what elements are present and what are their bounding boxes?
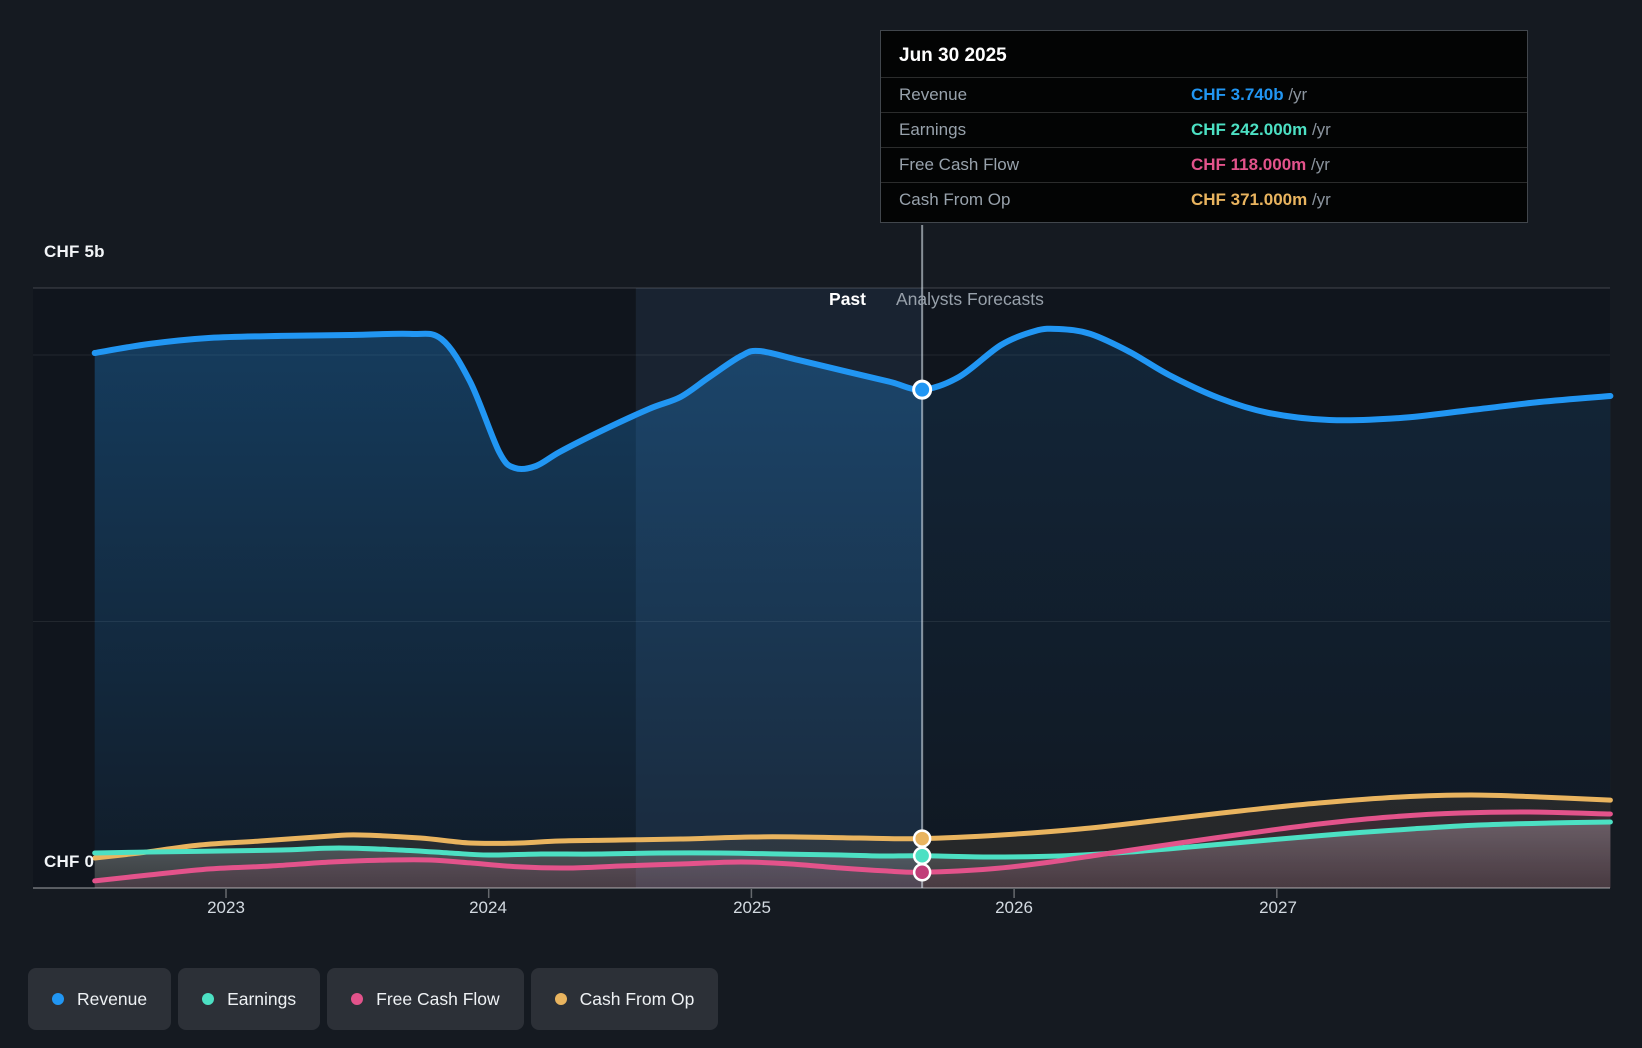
legend-toggle-cash-from-op[interactable]: Cash From Op xyxy=(530,968,719,1030)
legend: Revenue Earnings Free Cash Flow Cash Fro… xyxy=(28,968,719,1030)
tooltip-value: CHF 242.000m xyxy=(1191,120,1308,139)
legend-label: Earnings xyxy=(227,988,297,1009)
y-axis-top-label: CHF 5b xyxy=(44,242,105,261)
x-tick-2023: 2023 xyxy=(207,898,245,917)
tooltip-value: CHF 118.000m xyxy=(1191,155,1307,174)
x-tick-2025: 2025 xyxy=(733,898,771,917)
tooltip-value: CHF 371.000m xyxy=(1191,190,1308,209)
tooltip-unit: /yr xyxy=(1307,120,1331,139)
x-tick-2026: 2026 xyxy=(995,898,1033,917)
tooltip-label: Earnings xyxy=(899,120,967,139)
tooltip-date: Jun 30 2025 xyxy=(899,45,1007,66)
legend-toggle-earnings[interactable]: Earnings xyxy=(178,968,321,1030)
tooltip-value: CHF 3.740b xyxy=(1191,85,1284,104)
tooltip-unit: /yr xyxy=(1306,155,1330,174)
forecast-section-label: Analysts Forecasts xyxy=(896,289,1044,309)
tooltip-row-cash-from-op: Cash From Op CHF 371.000m /yr xyxy=(881,182,1527,217)
free-cash-flow-dot-icon xyxy=(351,993,364,1005)
earnings-dot-icon xyxy=(202,993,215,1005)
x-tick-2024: 2024 xyxy=(469,898,507,917)
tooltip-unit: /yr xyxy=(1307,190,1331,209)
x-tick-2027: 2027 xyxy=(1259,898,1297,917)
tooltip-unit: /yr xyxy=(1283,85,1308,104)
tooltip-row-free-cash-flow: Free Cash Flow CHF 118.000m /yr xyxy=(881,147,1527,182)
tooltip-label: Revenue xyxy=(899,85,968,104)
hover-tooltip: Jun 30 2025 Revenue CHF 3.740b /yr Earni… xyxy=(880,30,1528,223)
tooltip-label: Cash From Op xyxy=(899,190,1011,209)
y-axis-zero-label: CHF 0 xyxy=(44,852,95,871)
legend-toggle-free-cash-flow[interactable]: Free Cash Flow xyxy=(327,968,524,1030)
tooltip-row-earnings: Earnings CHF 242.000m /yr xyxy=(881,112,1527,147)
tooltip-label: Free Cash Flow xyxy=(899,155,1019,174)
cash-from-op-dot-icon xyxy=(554,993,567,1005)
revenue-dot-icon xyxy=(52,993,64,1005)
past-section-label: Past xyxy=(829,289,866,309)
tooltip-row-revenue: Revenue CHF 3.740b /yr xyxy=(881,77,1527,112)
legend-label: Revenue xyxy=(77,988,148,1009)
legend-toggle-revenue[interactable]: Revenue xyxy=(28,968,172,1030)
legend-label: Cash From Op xyxy=(579,988,695,1009)
legend-label: Free Cash Flow xyxy=(376,988,500,1009)
